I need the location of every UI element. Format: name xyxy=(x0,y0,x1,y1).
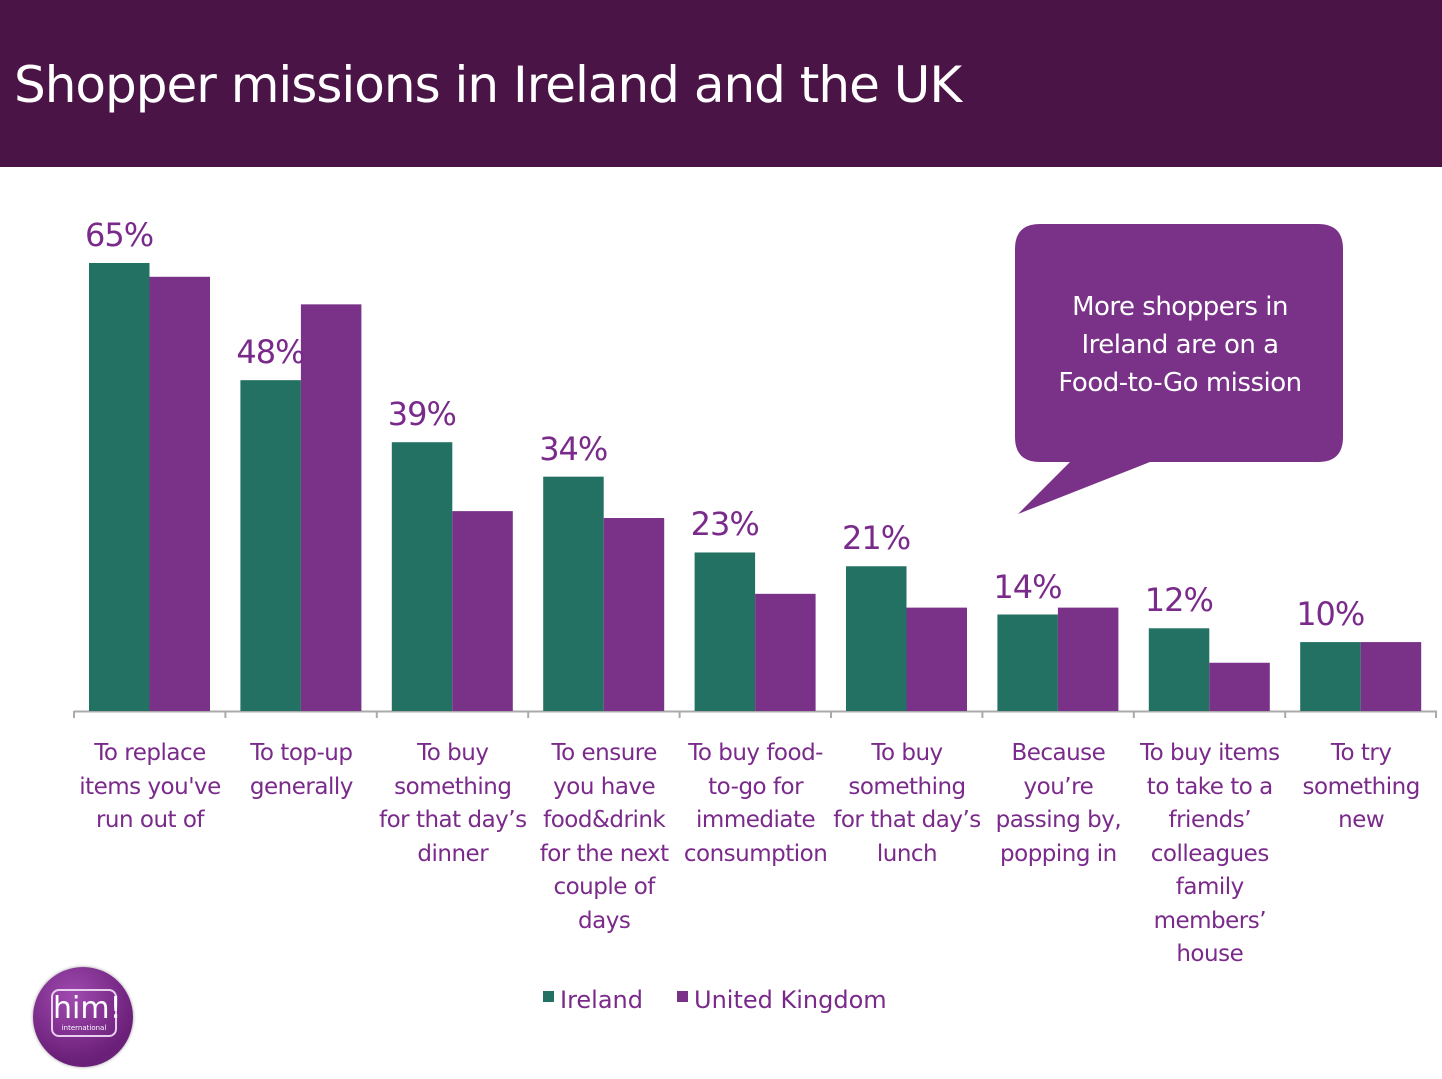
value-label: 34% xyxy=(539,429,608,468)
bar-uk xyxy=(300,304,362,711)
bar-uk xyxy=(149,276,210,711)
category-label: To buy items to take to a friends’ colle… xyxy=(1140,740,1280,967)
bar-ireland xyxy=(89,263,150,711)
bar-ireland xyxy=(543,476,604,711)
callout-text: More shoppers in Ireland are on a Food-t… xyxy=(1058,292,1302,398)
bar-ireland xyxy=(391,442,453,711)
legend-item-ireland: Ireland xyxy=(543,986,643,1014)
page-title: Shopper missions in Ireland and the UK xyxy=(14,56,962,114)
him-logo: him! international xyxy=(33,967,133,1067)
bar-uk xyxy=(1209,662,1270,711)
header-bar: Shopper missions in Ireland and the UK xyxy=(0,0,1442,167)
value-label: 10% xyxy=(1296,595,1365,634)
logo-subtext: international xyxy=(61,1024,107,1032)
value-label: 65% xyxy=(85,216,154,254)
bar-ireland xyxy=(1300,642,1361,711)
value-label: 48% xyxy=(236,333,305,372)
bar-ireland xyxy=(240,380,301,711)
category-label: To buy something for that day’s dinner xyxy=(379,740,527,867)
category-label: To ensure you have food&drink for the ne… xyxy=(539,740,669,934)
category-label: To replace items you've run out of xyxy=(79,740,221,833)
bar-uk xyxy=(1360,642,1422,711)
value-label: 14% xyxy=(993,567,1062,606)
value-label: 12% xyxy=(1144,581,1214,620)
bar-ireland xyxy=(846,566,907,711)
bar-uk xyxy=(452,511,513,711)
bar-ireland xyxy=(1148,628,1210,711)
category-label: To try something new xyxy=(1302,740,1421,833)
value-label: 23% xyxy=(690,505,760,544)
legend-label-ireland: Ireland xyxy=(560,986,644,1014)
logo-text: him! xyxy=(51,989,122,1037)
category-label: To buy something for that day’s lunch xyxy=(833,740,981,867)
bar-uk xyxy=(755,593,816,711)
callout-bubble xyxy=(1015,224,1343,514)
category-label: To buy food- to-go for immediate consump… xyxy=(683,740,828,867)
bar-ireland xyxy=(997,614,1058,711)
bar-uk xyxy=(906,607,967,711)
category-label: Because you’re passing by, popping in xyxy=(995,740,1122,867)
bar-ireland xyxy=(694,552,756,711)
legend-item-uk: United Kingdom xyxy=(677,986,887,1014)
bar-uk xyxy=(1057,607,1119,711)
bar-uk xyxy=(603,518,665,711)
legend: Ireland United Kingdom xyxy=(543,986,887,1014)
legend-swatch-uk xyxy=(677,991,689,1002)
value-label: 21% xyxy=(842,519,911,558)
legend-label-uk: United Kingdom xyxy=(694,986,887,1014)
category-label: To top-up generally xyxy=(249,740,353,800)
value-label: 39% xyxy=(387,395,457,434)
legend-swatch-ireland xyxy=(543,991,554,1002)
